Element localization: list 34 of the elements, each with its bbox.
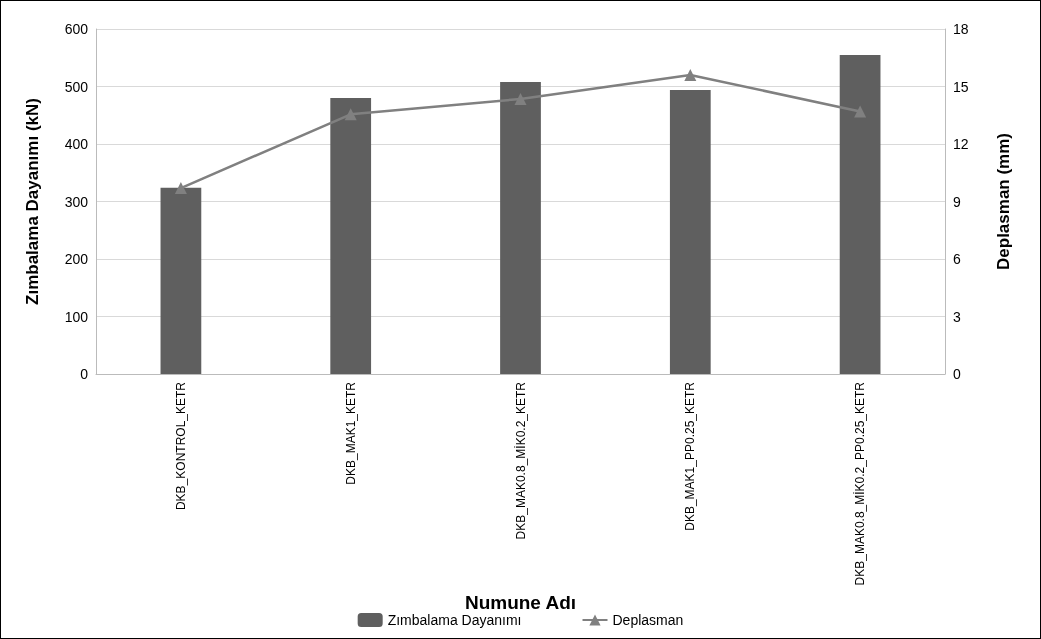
bar xyxy=(500,81,541,374)
x-tick-label: DKB_MAK0.8_MİK0.2_KETR xyxy=(513,381,528,540)
y-tick-label: 200 xyxy=(64,251,89,267)
bar xyxy=(669,89,711,374)
y-tick-label: 0 xyxy=(80,366,89,382)
point xyxy=(344,108,357,121)
y2-tick-label: 0 xyxy=(953,366,961,382)
y2-tick-label: 6 xyxy=(953,251,961,267)
point xyxy=(174,182,187,195)
y-tick-label: 100 xyxy=(64,308,89,325)
y2-tick-label: 18 xyxy=(953,21,969,37)
x-tick-label: DKB_MAK1_KETR xyxy=(343,381,358,485)
point xyxy=(684,69,697,81)
point xyxy=(514,92,527,105)
x-axis-title: Numune Adı xyxy=(464,592,577,614)
legend-label: Deplasman xyxy=(612,612,684,628)
bar xyxy=(839,54,881,374)
y2-tick-label: 3 xyxy=(953,308,961,325)
legend-label: Zımbalama Dayanımı xyxy=(387,612,522,628)
y-tick-label: 400 xyxy=(64,136,89,152)
y-axis-title: Zımbalama Dayanımı (kN) xyxy=(23,98,42,305)
y-tick-label: 600 xyxy=(64,21,89,37)
y2-tick-label: 12 xyxy=(953,136,969,152)
y2-tick-label: 15 xyxy=(953,78,969,95)
x-tick-label: DKB_MAK0.8_MİK0.2_PP0.25_KETR xyxy=(853,381,868,586)
bar xyxy=(160,187,202,374)
x-tick-label: DKB_KONTROL_KETR xyxy=(173,381,188,511)
y-tick-label: 300 xyxy=(64,193,89,210)
point xyxy=(854,105,867,118)
y2-axis-title: Deplasman (mm) xyxy=(994,133,1013,270)
y2-tick-label: 9 xyxy=(953,193,961,210)
bar xyxy=(330,98,372,374)
x-tick-label: DKB_MAK1_PP0.25_KETR xyxy=(683,381,698,531)
y-tick-label: 500 xyxy=(64,78,89,95)
